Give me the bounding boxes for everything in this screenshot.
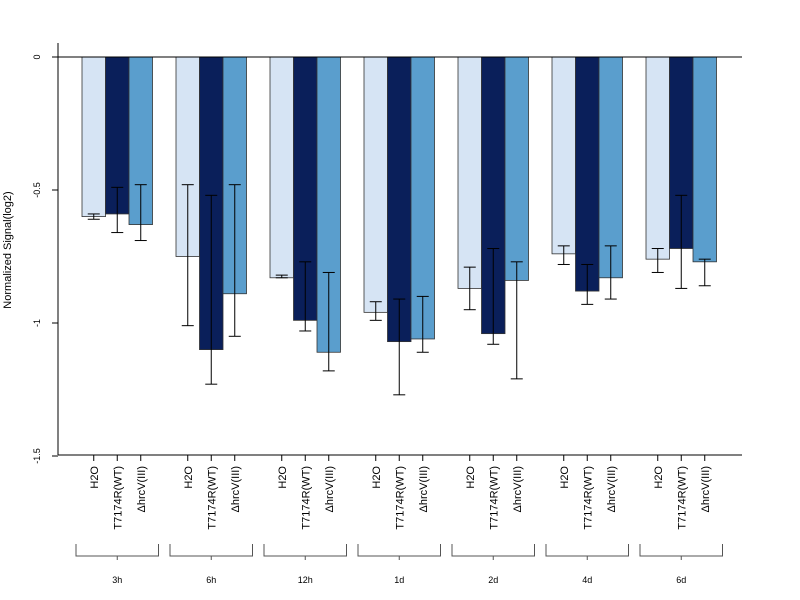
x-category-label: ΔhrcV(III): [230, 466, 242, 512]
x-category-label: H2O: [89, 466, 101, 489]
y-tick-label: -1: [32, 319, 42, 327]
group-bracket: [357, 544, 441, 560]
bar: [504, 56, 529, 281]
x-category-label: H2O: [465, 466, 477, 489]
group-bracket: [169, 544, 253, 560]
bar: [551, 56, 576, 255]
group-label: 6h: [206, 575, 216, 585]
group-bracket: [545, 544, 629, 560]
x-category-label: T7174R(WT): [488, 466, 500, 530]
x-category-label: H2O: [371, 466, 383, 489]
x-category-label: ΔhrcV(III): [136, 466, 148, 512]
bar: [598, 56, 623, 279]
group-bracket: [75, 544, 159, 560]
bar: [457, 56, 482, 289]
x-category-label: H2O: [653, 466, 665, 489]
group-bracket: [639, 544, 723, 560]
x-category-label: T7174R(WT): [676, 466, 688, 530]
x-category-label: ΔhrcV(III): [324, 466, 336, 512]
bar: [692, 56, 717, 263]
group-label: 4d: [582, 575, 592, 585]
axes-layer: [57, 43, 742, 456]
x-category-label: ΔhrcV(III): [606, 466, 618, 512]
bar: [645, 56, 670, 260]
x-category-label: H2O: [277, 466, 289, 489]
x-category-label: H2O: [559, 466, 571, 489]
group-label: 12h: [298, 575, 313, 585]
x-category-label: T7174R(WT): [300, 466, 312, 530]
x-labels-layer: H2O T7174R(WT) ΔhrcV(III) H2O T7174R(WT) Δhrc…: [89, 455, 712, 530]
x-category-label: T7174R(WT): [112, 466, 124, 530]
group-label: 1d: [394, 575, 404, 585]
group-brackets-layer: 3h 6h 12h 1d 2d 4d 6d: [75, 544, 723, 585]
group-bracket: [263, 544, 347, 560]
y-axis-title: Normalized Signal(log2): [2, 191, 14, 308]
x-category-label: ΔhrcV(III): [512, 466, 524, 512]
x-category-label: ΔhrcV(III): [700, 466, 712, 512]
group-bracket: [451, 544, 535, 560]
x-category-label: ΔhrcV(III): [418, 466, 430, 512]
y-tick-label: 0: [32, 54, 42, 59]
group-label: 6d: [676, 575, 686, 585]
error-bars-layer: [87, 184, 711, 396]
x-category-label: T7174R(WT): [206, 466, 218, 530]
bars-layer: [81, 56, 717, 353]
y-ticks-layer: 0 -0.5 -1 -1.5: [32, 54, 58, 464]
x-category-label: T7174R(WT): [394, 466, 406, 530]
bar: [81, 56, 106, 218]
bar: [575, 56, 600, 292]
y-tick-label: -1.5: [32, 448, 42, 464]
x-category-label: H2O: [183, 466, 195, 489]
group-label: 2d: [488, 575, 498, 585]
bar: [363, 56, 388, 313]
group-label: 3h: [112, 575, 122, 585]
bar: [269, 56, 294, 279]
y-tick-label: -0.5: [32, 182, 42, 198]
x-category-label: T7174R(WT): [582, 466, 594, 530]
